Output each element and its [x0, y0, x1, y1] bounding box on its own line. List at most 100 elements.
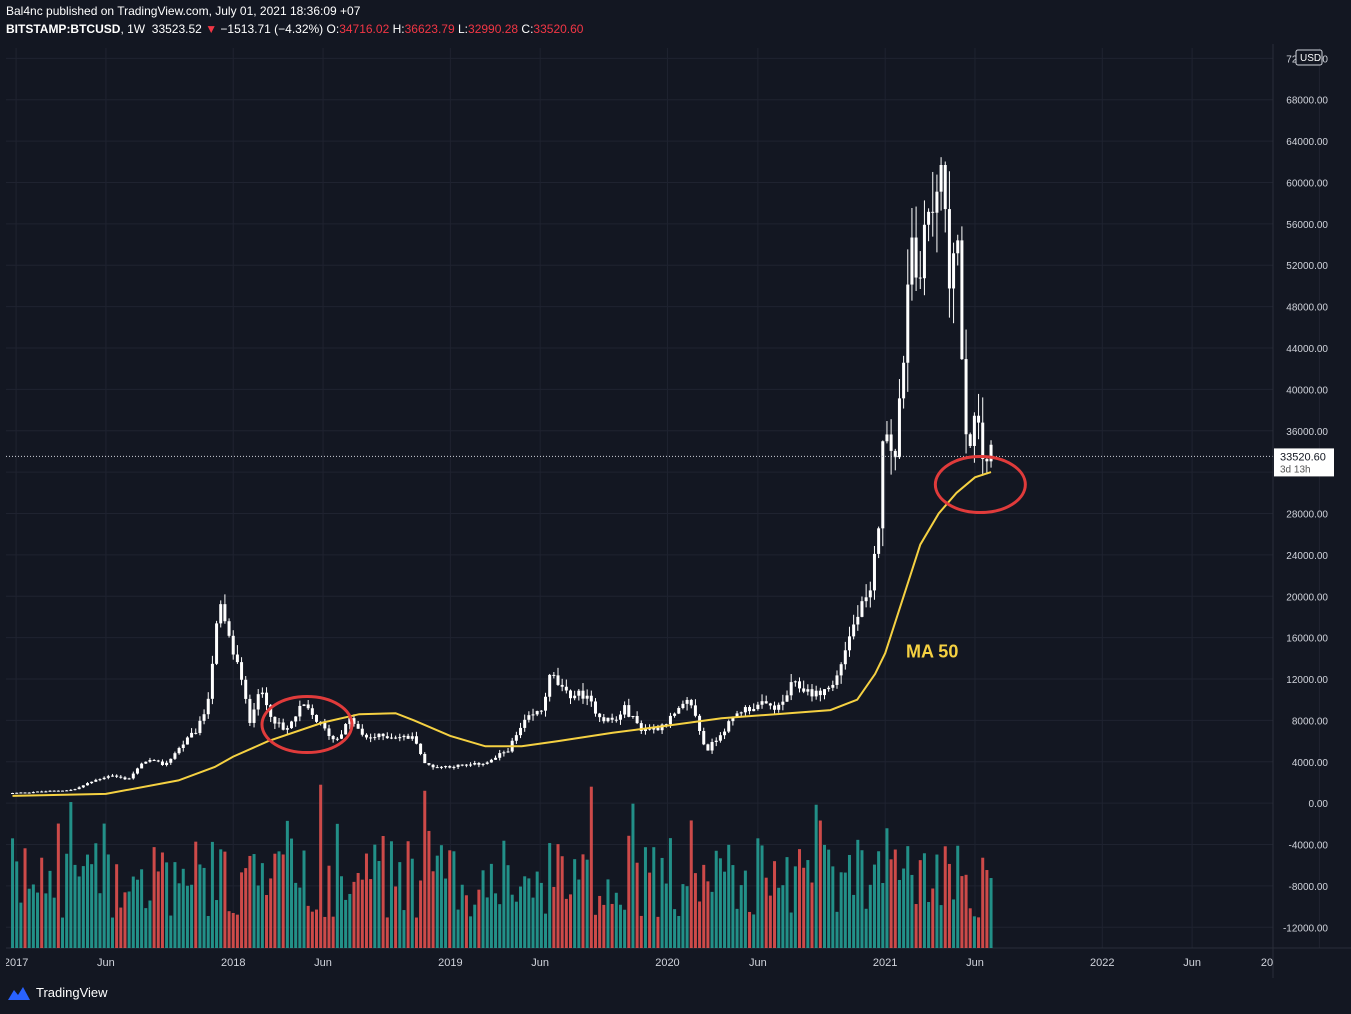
volume-bar [914, 904, 918, 948]
candle-body [194, 732, 198, 734]
volume-bar [927, 902, 931, 948]
volume-bar [36, 892, 40, 948]
volume-bar [664, 883, 668, 948]
volume-bar [260, 863, 264, 948]
price-axis[interactable]: 72000.0068000.0064000.0060000.0056000.00… [1283, 54, 1328, 934]
candle-body [764, 701, 768, 704]
volume-bar [11, 838, 15, 948]
volume-bar [573, 859, 577, 948]
candle-body [702, 731, 706, 745]
candle-body [44, 791, 48, 793]
candle-body [556, 675, 560, 685]
volume-bar [593, 914, 597, 948]
candle-body [523, 719, 527, 728]
candle-body [977, 415, 981, 423]
candle-body [169, 758, 173, 763]
low-value: 32990.28 [468, 22, 519, 36]
tradingview-logo-icon [8, 986, 30, 1000]
candle-body [40, 791, 44, 793]
volume-bar [402, 910, 406, 948]
highlight-circles [260, 455, 1027, 755]
candle-body [827, 687, 831, 690]
candle-body [11, 792, 15, 794]
volume-bar [381, 835, 385, 948]
candle-body [464, 764, 468, 766]
candle-body [852, 624, 856, 637]
price-tick-label: 16000.00 [1286, 634, 1328, 645]
volume-bar [73, 864, 77, 948]
volume-bar [564, 898, 568, 948]
chart-area[interactable]: MA 50 72000.0068000.0064000.0060000.0056… [4, 44, 1351, 978]
volume-bar [85, 854, 89, 948]
time-axis[interactable]: 2017 Jun 2018 Jun 2019 Jun 2020 Jun 2021 Jun 2022 J… [4, 957, 1273, 969]
volume-bar [448, 850, 452, 948]
volume-bar [398, 862, 402, 948]
candle-body [593, 701, 597, 714]
volume-bar [369, 879, 373, 948]
candle-body [423, 753, 427, 764]
volume-bar [169, 915, 173, 948]
candle-body [315, 714, 319, 722]
candle-body [414, 736, 418, 744]
time-tick-label: 2021 [873, 957, 897, 969]
volume-bar [602, 904, 606, 948]
volume-bar [798, 849, 802, 948]
candle-body [756, 704, 760, 709]
volume-bar [922, 853, 926, 948]
candle-body [344, 724, 348, 735]
candle-body [469, 764, 473, 766]
volume-bar [285, 820, 289, 948]
candle-body [356, 723, 360, 729]
candle-body [173, 753, 177, 759]
candle-body [485, 762, 489, 764]
candle-body [760, 701, 764, 705]
price-chart[interactable]: MA 50 72000.0068000.0064000.0060000.0056… [4, 44, 1351, 978]
volume-bar [960, 876, 964, 948]
candle-body [872, 553, 876, 591]
candle-body [277, 722, 281, 724]
current-price-label: 33520.60 [1280, 451, 1326, 463]
candle-body [306, 704, 310, 709]
candle-body [498, 753, 502, 758]
candle-body [660, 724, 664, 731]
volume-bar [544, 913, 548, 948]
candle-body [323, 722, 327, 729]
candle-body [240, 662, 244, 680]
volume-bar [981, 857, 985, 948]
volume-bar [339, 876, 343, 948]
volume-bar [202, 867, 206, 948]
volume-bar [223, 851, 227, 948]
candle-body [106, 776, 110, 778]
volume-bar [556, 844, 560, 948]
volume-bar [847, 854, 851, 948]
volume-bar [660, 857, 664, 948]
price-tick-label: 12000.00 [1286, 675, 1328, 686]
time-tick-label: Jun [749, 957, 767, 969]
candle-body [398, 737, 402, 739]
candle-body [881, 441, 885, 529]
candle-body [685, 699, 689, 704]
candle-body [918, 277, 922, 279]
volume-bar [360, 879, 364, 948]
volume-bar [69, 802, 73, 948]
price-tick-label: 20000.00 [1286, 592, 1328, 603]
volume-bar [419, 880, 423, 948]
volume-bar [943, 846, 947, 948]
volume-bar [331, 916, 335, 948]
tradingview-footer[interactable]: TradingView [8, 985, 108, 1000]
volume-bar [827, 849, 831, 948]
volume-bar [577, 879, 581, 948]
candle-body [635, 715, 639, 724]
time-tick-label: 2018 [221, 957, 245, 969]
volume-bar [135, 879, 139, 948]
volume-bar [235, 914, 239, 948]
candle-body [614, 719, 618, 721]
currency-label: USD [1300, 53, 1321, 64]
volume-bar [531, 897, 535, 948]
candle-body [889, 434, 893, 451]
candle-body [19, 792, 23, 794]
candle-body [215, 623, 219, 664]
volume-bar [585, 859, 589, 948]
candle-body [631, 715, 635, 717]
volume-bar [831, 866, 835, 948]
